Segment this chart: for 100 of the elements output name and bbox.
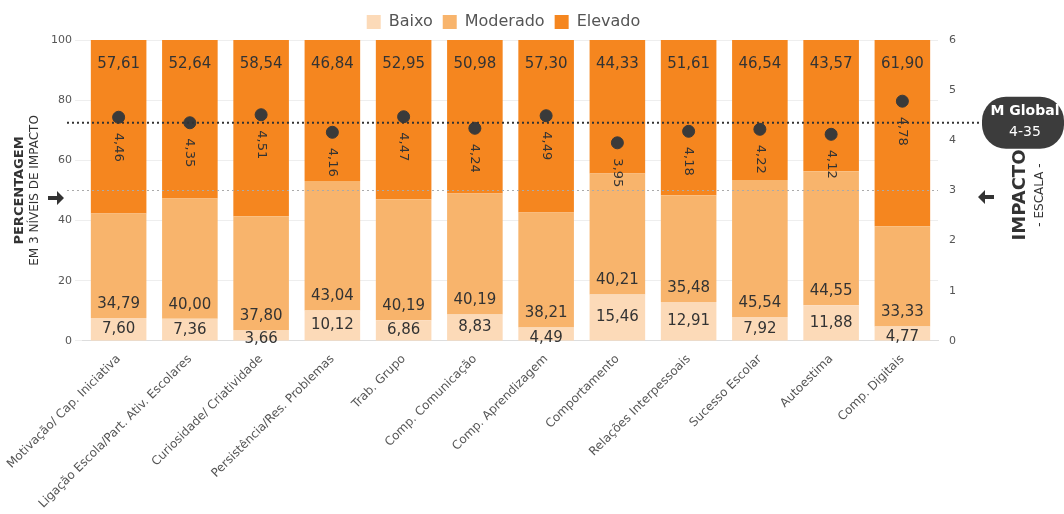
data-label: 12,91 bbox=[667, 311, 711, 330]
y2-tick-label: 0 bbox=[949, 333, 956, 347]
data-label: 4,47 bbox=[397, 132, 413, 162]
data-label: 4,49 bbox=[539, 131, 555, 161]
data-label: 4,24 bbox=[468, 143, 484, 173]
data-label: 61,90 bbox=[880, 53, 924, 72]
point bbox=[682, 124, 696, 138]
point bbox=[325, 125, 339, 139]
bar bbox=[447, 193, 503, 315]
data-label: 45,54 bbox=[738, 293, 782, 312]
bar bbox=[304, 40, 361, 181]
bar bbox=[304, 180, 361, 311]
data-label: 4,16 bbox=[326, 147, 341, 177]
data-label: 4,46 bbox=[112, 132, 128, 162]
data-label: 46,54 bbox=[738, 53, 782, 72]
data-label: 7,36 bbox=[173, 319, 207, 338]
data-label: 10,12 bbox=[310, 315, 354, 334]
legend-label: Elevado bbox=[576, 11, 641, 31]
data-label: 15,46 bbox=[595, 307, 639, 326]
y-axis-title: PERCENTAGEM EM 3 NÍVEIS DE IMPACTO bbox=[11, 115, 42, 266]
point bbox=[610, 136, 624, 150]
bar bbox=[518, 40, 574, 213]
data-label: 3,95 bbox=[611, 158, 626, 188]
bar bbox=[90, 40, 147, 214]
bar bbox=[589, 294, 646, 341]
data-label: 51,61 bbox=[667, 53, 711, 72]
bar bbox=[732, 40, 788, 181]
data-label: 4,49 bbox=[529, 327, 563, 346]
y-tick-label: 60 bbox=[58, 153, 72, 167]
bar bbox=[874, 40, 931, 227]
y-tick-label: 100 bbox=[51, 32, 72, 46]
data-label: 7,60 bbox=[101, 319, 136, 338]
point bbox=[468, 121, 482, 135]
data-label: 37,80 bbox=[239, 305, 283, 324]
y2-axis-title: IMPACTO - ESCALA - bbox=[1007, 149, 1047, 241]
point bbox=[539, 109, 553, 123]
bar bbox=[732, 180, 788, 318]
point bbox=[397, 110, 411, 124]
data-label: 44,33 bbox=[595, 53, 639, 72]
ref-line-label: M Global 4-35 bbox=[990, 102, 1060, 140]
data-label: 4,51 bbox=[254, 130, 270, 160]
point bbox=[824, 127, 838, 141]
bar bbox=[660, 40, 717, 196]
bar bbox=[874, 226, 931, 327]
bar bbox=[375, 40, 432, 200]
point bbox=[254, 108, 268, 122]
data-label: 40,21 bbox=[595, 270, 639, 289]
bar bbox=[375, 199, 432, 321]
data-label: 57,61 bbox=[97, 53, 141, 72]
bar bbox=[233, 216, 289, 330]
data-label: 8,83 bbox=[458, 317, 492, 336]
bar bbox=[233, 40, 289, 217]
data-label: 40,00 bbox=[168, 294, 212, 313]
data-label: 4,78 bbox=[896, 116, 911, 146]
data-label: 44,55 bbox=[809, 281, 853, 300]
data-label: 4,35 bbox=[183, 138, 199, 168]
y2-tick-label: 5 bbox=[949, 83, 956, 97]
bar bbox=[447, 40, 503, 194]
y-tick-label: 0 bbox=[65, 333, 72, 347]
y2-tick-label: 3 bbox=[949, 183, 956, 197]
legend-label: Baixo bbox=[388, 11, 433, 31]
data-label: 7,92 bbox=[743, 318, 777, 337]
data-label: 11,88 bbox=[809, 312, 853, 331]
data-label: 3,66 bbox=[244, 329, 278, 348]
bar bbox=[162, 40, 218, 199]
data-label: 43,04 bbox=[310, 286, 354, 305]
data-label: 33,33 bbox=[880, 302, 924, 321]
point bbox=[112, 110, 126, 124]
y2-tick-label: 4 bbox=[949, 133, 956, 147]
data-label: 38,21 bbox=[524, 303, 568, 322]
data-label: 46,84 bbox=[310, 53, 354, 72]
data-label: 52,64 bbox=[168, 53, 212, 72]
data-label: 4,18 bbox=[682, 146, 698, 176]
y2-tick-label: 2 bbox=[949, 233, 956, 247]
y2-tick-label: 1 bbox=[949, 283, 956, 297]
data-label: 43,57 bbox=[809, 53, 853, 72]
data-label: 52,95 bbox=[382, 53, 426, 72]
data-label: 40,19 bbox=[453, 290, 497, 309]
data-label: 50,98 bbox=[453, 53, 497, 72]
data-label: 4,77 bbox=[885, 327, 920, 346]
point bbox=[753, 122, 767, 136]
bar bbox=[162, 198, 218, 319]
point bbox=[183, 116, 197, 130]
data-label: 40,19 bbox=[382, 296, 426, 315]
point bbox=[895, 94, 909, 108]
data-label: 35,48 bbox=[667, 277, 711, 296]
data-label: 57,30 bbox=[524, 53, 568, 72]
y-tick-label: 40 bbox=[58, 213, 72, 227]
data-label: 4,12 bbox=[824, 149, 840, 179]
y-tick-label: 80 bbox=[58, 93, 72, 107]
data-label: 4,22 bbox=[753, 144, 769, 174]
bar bbox=[660, 195, 717, 303]
y-tick-label: 20 bbox=[58, 273, 72, 287]
data-label: 34,79 bbox=[97, 293, 141, 312]
bar bbox=[518, 212, 574, 328]
data-label: 6,86 bbox=[386, 320, 421, 339]
y2-tick-label: 6 bbox=[949, 32, 956, 46]
bar bbox=[90, 213, 147, 319]
legend-label: Moderado bbox=[464, 11, 545, 31]
data-label: 58,54 bbox=[239, 53, 283, 72]
